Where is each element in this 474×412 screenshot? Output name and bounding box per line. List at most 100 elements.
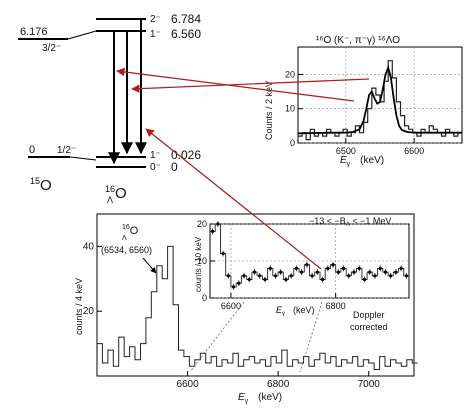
correlation-arrows <box>116 67 370 270</box>
data-point <box>289 274 293 278</box>
top-axis-ticks: 6500 6600 0 10 20 <box>285 69 424 156</box>
data-point <box>336 270 340 274</box>
doppler-line1: Doppler <box>353 310 385 320</box>
inset-ylabel: counts / 10 keV <box>194 236 203 292</box>
x-tick-label-7000: 7000 <box>358 379 381 390</box>
red-arrow-lower <box>131 78 370 93</box>
bottom-peak-label: 16O <box>122 224 139 237</box>
data-point <box>331 263 335 267</box>
y-tick-label-0: 0 <box>202 293 207 303</box>
hyp16-spin-2: 2⁻ <box>150 14 161 25</box>
histogram-line <box>97 245 418 370</box>
data-point <box>221 252 225 256</box>
y-tick-label-20: 20 <box>83 306 95 317</box>
hyp16-spin-1-upper: 1⁻ <box>150 29 161 40</box>
y-tick-label-40: 40 <box>83 241 95 252</box>
hyp16-lambda-subscript: Λ <box>107 195 113 205</box>
data-point <box>404 274 408 278</box>
red-arrow-diagonal <box>145 128 322 270</box>
bottom-peak-lambda: Λ <box>122 235 127 242</box>
bottom-axis-ticks: 6600 6800 7000 20 40 <box>83 241 380 390</box>
o15-to-hyp-connector-upper <box>67 30 97 40</box>
hyp16-nucleus-label: 16O <box>105 184 127 202</box>
inset-xlabel: Eγ (keV) <box>276 305 315 317</box>
zoom-guide-left <box>189 301 245 373</box>
data-point <box>347 274 351 278</box>
fit-curve <box>297 64 462 135</box>
top-xlabel: Eγ (keV) <box>340 155 384 168</box>
inset-axis-ticks: 6600 6800 0 10 20 <box>197 219 346 311</box>
y-tick-label-10: 10 <box>285 104 295 114</box>
level-scheme: 6.176 3/2⁻ 0 1/2⁻ 15O 2⁻ 6.784 1⁻ 6.560 … <box>18 12 201 205</box>
data-point <box>362 277 367 282</box>
bottom-plot-frame <box>96 213 415 377</box>
bottom-spectrum-panel: counts / 4 keV Eγ (keV) 16O Λ (6534, 6560… <box>74 213 418 405</box>
data-point <box>300 270 304 274</box>
data-point <box>252 270 257 274</box>
data-point <box>258 274 262 278</box>
data-point <box>310 274 314 278</box>
inset-spectrum-series <box>210 221 409 290</box>
y-tick-label-20: 20 <box>285 69 295 79</box>
hyp16-spin-0: 0⁻ <box>150 162 161 173</box>
doppler-line2: corrected <box>350 322 388 332</box>
x-tick-label-6800: 6800 <box>267 379 290 390</box>
data-point <box>263 277 267 282</box>
o15-spin-3-2: 3/2⁻ <box>42 43 61 54</box>
hyp16-energy-6560: 6.560 <box>171 27 201 41</box>
hyp16-energy-0026: 0.026 <box>171 148 201 162</box>
data-point <box>399 266 403 270</box>
x-tick-label-6600: 6600 <box>221 301 241 311</box>
data-point <box>378 266 382 270</box>
red-arrow-upper <box>116 67 355 102</box>
top-gridlines <box>298 47 462 144</box>
data-point <box>352 270 356 274</box>
x-tick-label-6800: 6800 <box>326 301 346 311</box>
inset-range-label: −13 < −BΛ < −1 MeV <box>309 216 391 228</box>
data-point <box>320 277 325 282</box>
o15-to-hyp-connector-lower <box>69 156 97 161</box>
data-point <box>373 274 377 278</box>
x-tick-label-6600: 6600 <box>404 146 424 156</box>
data-point <box>211 229 215 233</box>
data-point <box>394 270 398 274</box>
top-spectrum-panel: ¹⁶O (K⁻, π⁻γ) ¹⁶ΛO Counts / 2 keV Eγ (keV… <box>264 35 463 168</box>
data-point <box>247 277 251 282</box>
data-point <box>305 263 309 267</box>
y-tick-label-10: 10 <box>197 256 207 266</box>
data-point <box>268 266 272 270</box>
top-spectrum-series <box>297 60 462 141</box>
o15-energy-0: 0 <box>29 144 35 156</box>
data-point <box>368 270 372 274</box>
hyp16-spin-1-lower: 1⁻ <box>150 150 161 161</box>
data-point <box>341 266 346 270</box>
x-tick-label-6600: 6600 <box>176 379 199 390</box>
y-tick-label-0: 0 <box>290 138 295 148</box>
zoom-guide-right <box>299 301 323 373</box>
data-point <box>279 270 283 274</box>
data-point <box>326 266 330 270</box>
data-point <box>294 266 299 270</box>
data-point <box>383 270 388 274</box>
data-point <box>226 274 230 278</box>
data-point <box>231 285 236 289</box>
data-point <box>357 266 361 270</box>
data-point <box>284 277 288 282</box>
bottom-ylabel: counts / 4 keV <box>74 278 84 335</box>
top-chart-title: ¹⁶O (K⁻, π⁻γ) ¹⁶ΛO <box>316 35 400 46</box>
data-point <box>242 274 246 278</box>
bottom-peak-pointer <box>142 257 157 274</box>
hyp16-energy-0: 0 <box>171 160 178 174</box>
hyp16-energy-6784: 6.784 <box>171 12 201 26</box>
o15-energy-6176: 6.176 <box>20 26 48 38</box>
data-point <box>216 222 220 226</box>
data-point <box>389 274 393 278</box>
y-tick-label-20: 20 <box>197 219 207 229</box>
x-tick-label-6500: 6500 <box>336 146 356 156</box>
o15-spin-1-2: 1/2⁻ <box>57 145 76 156</box>
o15-nucleus-label: 15O <box>30 176 52 194</box>
bottom-xlabel: Eγ (keV) <box>238 392 282 405</box>
bottom-spectrum-series <box>97 245 418 370</box>
top-ylabel: Counts / 2 keV <box>264 81 274 140</box>
